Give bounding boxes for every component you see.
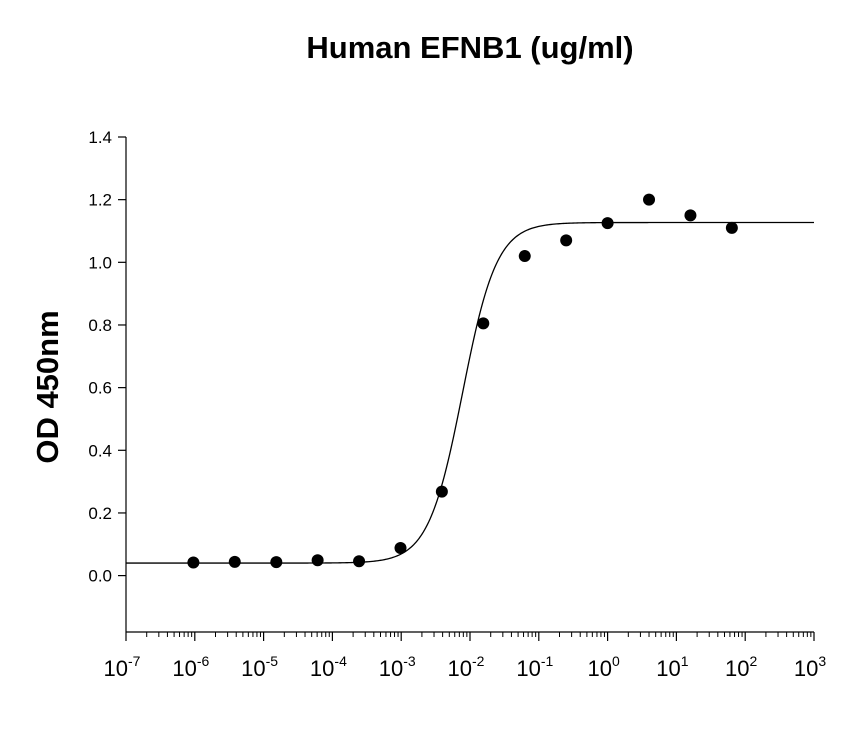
data-point: [684, 209, 697, 222]
x-tick-exponent: 1: [681, 653, 689, 669]
data-point: [560, 234, 573, 247]
data-point: [518, 250, 531, 263]
data-point: [435, 485, 448, 498]
y-tick-label: 0.2: [88, 504, 112, 523]
x-tick-exponent: 2: [750, 653, 758, 669]
y-tick-label: 0.4: [88, 441, 112, 460]
x-tick-label: 10-2: [448, 653, 485, 681]
x-tick-label: 10-3: [379, 653, 416, 681]
y-tick-label: 0.8: [88, 316, 112, 335]
x-tick-base: 10: [379, 656, 403, 681]
data-point: [311, 554, 324, 567]
data-point: [477, 317, 490, 330]
x-tick-base: 10: [172, 656, 196, 681]
x-tick-exponent: -4: [334, 653, 347, 669]
data-point: [394, 542, 407, 555]
x-tick-label: 10-4: [310, 653, 347, 681]
x-tick-label: 102: [725, 653, 757, 681]
x-tick-exponent: -6: [197, 653, 210, 669]
x-tick-exponent: -3: [403, 653, 416, 669]
x-tick-label: 10-1: [516, 653, 553, 681]
x-tick-base: 10: [794, 656, 818, 681]
x-tick-base: 10: [656, 656, 680, 681]
y-tick-label: 0.0: [88, 567, 112, 586]
x-tick-base: 10: [587, 656, 611, 681]
data-point: [270, 556, 283, 569]
data-point: [725, 221, 738, 234]
x-tick-exponent: -7: [128, 653, 141, 669]
y-ticks: 0.0 0.2 0.4 0.6 0.8 1.0 1.2 1.4: [88, 128, 126, 586]
y-tick-label: 1.0: [88, 253, 112, 272]
y-tick-label: 1.2: [88, 191, 112, 210]
x-tick-base: 10: [725, 656, 749, 681]
data-point: [228, 555, 241, 568]
chart-title: Human EFNB1 (ug/ml): [306, 30, 633, 65]
data-point: [601, 217, 614, 230]
data-point: [187, 556, 200, 569]
y-tick-label: 0.6: [88, 379, 112, 398]
x-tick-exponent: 0: [612, 653, 620, 669]
x-tick-exponent: -1: [541, 653, 554, 669]
data-point: [353, 555, 366, 568]
x-tick-base: 10: [241, 656, 265, 681]
x-tick-label: 101: [656, 653, 688, 681]
data-point: [643, 193, 656, 206]
data-points: [187, 193, 738, 569]
axes: [125, 137, 814, 633]
fit-curve: [126, 221, 814, 564]
x-tick-exponent: -2: [472, 653, 485, 669]
y-tick-label: 1.4: [88, 128, 112, 147]
x-tick-label: 10-7: [104, 653, 141, 681]
x-ticks: 10-7 10-6 10-5 10-4 10-3 10-2 10-1 100 101 102 103: [104, 632, 826, 681]
x-tick-label: 103: [794, 653, 826, 681]
y-axis-label: OD 450nm: [30, 310, 65, 463]
x-tick-exponent: -5: [266, 653, 279, 669]
x-tick-base: 10: [310, 656, 334, 681]
x-tick-base: 10: [516, 656, 540, 681]
x-tick-base: 10: [104, 656, 128, 681]
x-tick-exponent: 3: [818, 653, 826, 669]
x-tick-base: 10: [448, 656, 472, 681]
x-tick-label: 10-5: [241, 653, 278, 681]
x-tick-label: 100: [587, 653, 619, 681]
x-tick-label: 10-6: [172, 653, 209, 681]
